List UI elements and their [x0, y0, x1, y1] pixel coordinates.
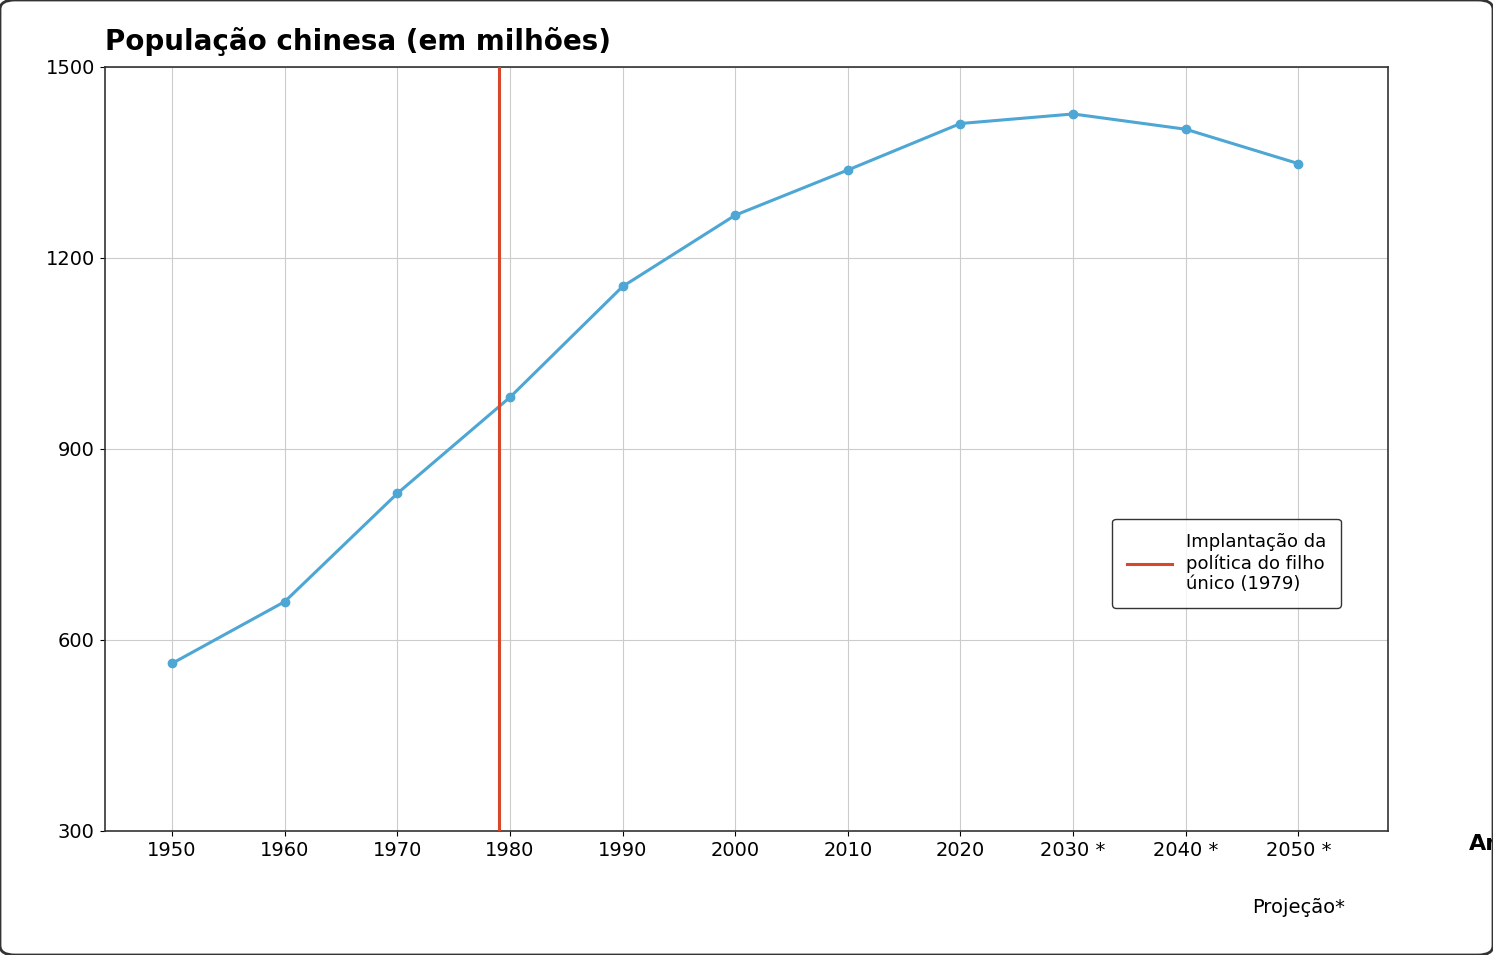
- Text: Anos: Anos: [1469, 834, 1493, 854]
- Text: Projeção*: Projeção*: [1253, 898, 1345, 917]
- Text: População chinesa (em milhões): População chinesa (em milhões): [105, 27, 611, 56]
- Legend: Implantação da
política do filho
único (1979): Implantação da política do filho único (…: [1112, 519, 1341, 608]
